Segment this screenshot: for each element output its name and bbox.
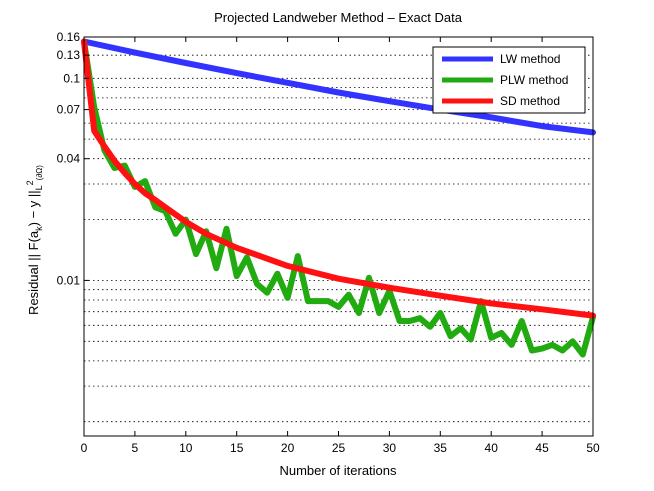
chart-title: Projected Landweber Method – Exact Data xyxy=(214,10,463,25)
series-line-sd-method xyxy=(81,38,596,319)
y-axis-label: Residual || F(ak) − y ||L2(∂Ω) xyxy=(25,165,44,315)
x-axis-ticks: 0 5 10 15 20 25 30 35 40 45 50 xyxy=(81,37,600,455)
y-axis-label-main: Residual || F(a xyxy=(26,230,41,315)
legend-label-sd: SD method xyxy=(500,94,560,108)
y-axis-label-sub-L: L xyxy=(34,185,44,190)
x-tick-label: 30 xyxy=(383,441,397,455)
x-tick-label: 10 xyxy=(179,441,193,455)
x-tick-label: 5 xyxy=(132,441,139,455)
y-tick-label: 0.13 xyxy=(57,48,81,62)
x-tick-label: 25 xyxy=(332,441,346,455)
legend: LW method PLW method SD method xyxy=(432,46,586,114)
y-axis-ticks: 0.01 0.04 0.07 0.1 0.13 0.16 xyxy=(57,30,89,287)
y-tick-label: 0.01 xyxy=(57,273,81,287)
x-tick-label: 50 xyxy=(586,441,600,455)
y-axis-label-sub-k: k xyxy=(34,226,44,231)
series-line-lw-method xyxy=(81,38,596,136)
y-axis-label-sub-domain: (∂Ω) xyxy=(35,165,44,181)
x-tick-label: 35 xyxy=(434,441,448,455)
x-tick-label: 20 xyxy=(281,441,295,455)
y-axis-label-mid: ) − y || xyxy=(26,190,41,226)
x-tick-label: 15 xyxy=(230,441,244,455)
series-line-plw-method xyxy=(81,38,596,358)
x-tick-label: 40 xyxy=(485,441,499,455)
legend-label-plw: PLW method xyxy=(500,73,568,87)
y-tick-label: 0.16 xyxy=(57,30,81,44)
x-axis-label: Number of iterations xyxy=(279,463,397,478)
series-layer xyxy=(81,38,596,358)
y-tick-label: 0.07 xyxy=(57,103,81,117)
y-tick-label: 0.04 xyxy=(57,152,81,166)
x-tick-label: 45 xyxy=(535,441,549,455)
y-axis-label-sup-2: 2 xyxy=(25,180,35,185)
legend-label-lw: LW method xyxy=(500,52,560,66)
x-tick-label: 0 xyxy=(81,441,88,455)
y-tick-label: 0.1 xyxy=(63,71,80,85)
